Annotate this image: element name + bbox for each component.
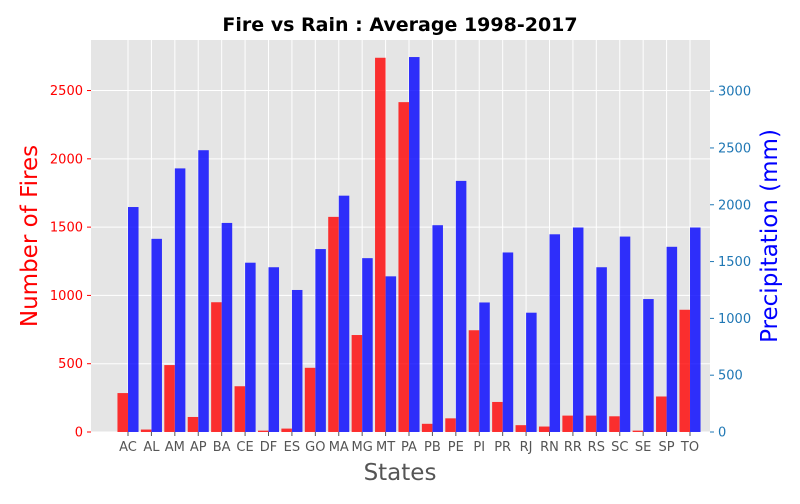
fire-bar-sp <box>656 396 667 432</box>
x-tick-label: AC <box>119 440 137 455</box>
x-tick-label: AP <box>190 440 207 455</box>
y-axis-right-label: Precipitation (mm) <box>757 129 783 343</box>
rain-bar-pr <box>502 252 514 432</box>
y-right-tick-label: 2000 <box>718 198 751 213</box>
x-tick-label: BA <box>213 440 231 455</box>
rain-bar-to <box>690 227 701 432</box>
rain-bar-am <box>174 168 186 432</box>
fire-bar-pe <box>445 418 456 432</box>
rain-bar-es <box>291 289 303 432</box>
y-right-tick-label: 500 <box>718 369 743 384</box>
rain-bar-rr <box>572 227 584 432</box>
rain-bar-ce <box>245 262 256 432</box>
fire-bar-ap <box>187 416 199 432</box>
rain-bar-se <box>643 299 654 432</box>
rain-bar-go <box>315 249 326 432</box>
y-right-tick-label: 2500 <box>718 141 751 156</box>
rain-bar-ma <box>338 195 350 432</box>
fire-bar-es <box>281 428 292 432</box>
x-tick-label: PA <box>401 440 417 455</box>
fire-bar-pi <box>468 330 480 432</box>
fire-bar-rr <box>562 415 573 432</box>
chart-title: Fire vs Rain : Average 1998-2017 <box>222 14 577 36</box>
x-tick-label: PB <box>424 440 441 455</box>
fire-bar-go <box>304 367 316 432</box>
x-tick-label: MA <box>329 440 349 455</box>
x-tick-label: RR <box>564 440 582 455</box>
y-right-tick-label: 1000 <box>718 312 751 327</box>
x-tick-label: PI <box>473 440 485 455</box>
fire-bar-se <box>632 430 644 432</box>
fire-bar-df <box>257 430 269 432</box>
bars-layer <box>117 57 701 433</box>
fire-bar-al <box>140 429 152 432</box>
rain-bar-ac <box>128 207 139 432</box>
rain-bar-pe <box>455 180 467 432</box>
ticks-layer: 0 500 1000 1500 2000 2500 0 500 1000 1500 2000 2500… <box>50 84 751 455</box>
x-tick-label: SC <box>611 440 628 455</box>
fire-bar-rs <box>585 415 597 432</box>
rain-bar-mg <box>362 258 373 432</box>
y-left-tick-label: 2000 <box>50 152 83 167</box>
x-tick-label: PR <box>494 440 511 455</box>
fire-bar-rj <box>515 425 527 432</box>
rain-bar-pa <box>409 57 420 432</box>
x-tick-label: ES <box>284 440 300 455</box>
fire-bar-am <box>164 365 175 432</box>
y-left-tick-label: 2500 <box>50 84 83 99</box>
rain-bar-rn <box>549 234 561 432</box>
fire-bar-ac <box>117 393 128 432</box>
x-tick-label: RN <box>540 440 559 455</box>
x-tick-label: AM <box>165 440 185 455</box>
fire-bar-ma <box>328 216 339 432</box>
fire-bar-mg <box>351 335 363 432</box>
x-tick-label: MT <box>376 440 395 455</box>
rain-bar-sp <box>666 246 678 432</box>
x-tick-label: CE <box>236 440 253 455</box>
x-tick-label: RS <box>588 440 605 455</box>
rain-bar-pi <box>479 302 490 432</box>
x-tick-label: RJ <box>520 440 533 455</box>
y-axis-left-label: Number of Fires <box>17 145 43 327</box>
y-right-tick-label: 0 <box>718 426 726 441</box>
y-left-tick-label: 500 <box>58 357 83 372</box>
rain-bar-sc <box>619 236 631 432</box>
rain-bar-ba <box>221 222 233 432</box>
rain-bar-rj <box>526 312 537 432</box>
rain-bar-ap <box>198 150 209 433</box>
rain-bar-al <box>151 238 162 432</box>
y-right-tick-label: 1500 <box>718 255 751 270</box>
x-axis-label: States <box>364 460 437 486</box>
x-tick-label: PE <box>448 440 464 455</box>
fire-bar-sc <box>609 416 620 432</box>
x-tick-label: SP <box>659 440 675 455</box>
y-left-tick-label: 1500 <box>50 221 83 236</box>
rain-bar-rs <box>596 267 607 432</box>
rain-bar-df <box>268 267 280 432</box>
rain-bar-pb <box>432 225 443 432</box>
x-tick-label: TO <box>680 440 699 455</box>
x-tick-label: GO <box>305 440 325 455</box>
fire-bar-pr <box>492 401 503 432</box>
fire-bar-ce <box>234 386 246 432</box>
fire-bar-pa <box>398 102 409 433</box>
fire-bar-rn <box>538 426 550 432</box>
y-right-tick-label: 3000 <box>718 85 751 100</box>
x-tick-label: SE <box>635 440 651 455</box>
x-tick-label: DF <box>260 440 278 455</box>
fire-bar-ba <box>211 302 222 432</box>
fire-bar-mt <box>375 57 386 432</box>
fire-bar-to <box>679 309 690 432</box>
y-left-tick-label: 1000 <box>50 289 83 304</box>
x-tick-label: MG <box>352 440 373 455</box>
fire-bar-pb <box>421 423 433 432</box>
rain-bar-mt <box>385 276 397 432</box>
x-tick-label: AL <box>143 440 160 455</box>
y-left-tick-label: 0 <box>75 426 83 441</box>
